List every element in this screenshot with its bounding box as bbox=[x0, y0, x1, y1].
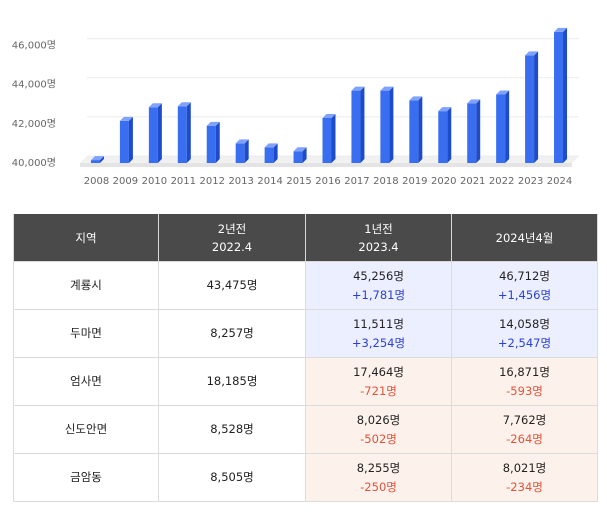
region-name: 계룡시 bbox=[13, 261, 159, 310]
bar-2017 bbox=[351, 86, 365, 163]
value-2023-cell: 8,255명 -250명 bbox=[305, 453, 452, 502]
value-2024-cell: 46,712명 +1,456명 bbox=[451, 261, 598, 310]
change-2023: -250명 bbox=[360, 479, 397, 494]
bar-2014 bbox=[264, 143, 278, 163]
x-tick-label: 2011 bbox=[171, 176, 196, 187]
x-tick-label: 2024 bbox=[547, 176, 572, 187]
value-2023-cell: 8,026명 -502명 bbox=[305, 405, 452, 454]
change-2024: +1,456명 bbox=[497, 287, 552, 302]
x-tick-label: 2022 bbox=[489, 176, 514, 187]
bar-2012 bbox=[206, 121, 220, 163]
x-tick-label: 2014 bbox=[257, 176, 282, 187]
value-2022: 8,528명 bbox=[158, 405, 306, 454]
y-tick-label: 42,000명 bbox=[12, 118, 56, 130]
x-tick-label: 2018 bbox=[373, 176, 398, 187]
bar-2016 bbox=[322, 114, 336, 163]
x-tick-label: 2017 bbox=[344, 176, 369, 187]
y-tick-label: 44,000명 bbox=[12, 79, 56, 91]
value-2023-cell: 11,511명 +3,254명 bbox=[305, 309, 452, 358]
bar-2024 bbox=[554, 27, 568, 164]
table-row: 계룡시 43,475명 45,256명 +1,781명 46,712명 +1,456… bbox=[13, 261, 598, 310]
bar-2021 bbox=[467, 99, 481, 163]
change-2024: -593명 bbox=[506, 383, 543, 398]
value-2024: 16,871명 bbox=[499, 364, 550, 379]
value-2022: 8,505명 bbox=[158, 453, 306, 502]
header-one-year-ago: 1년전 2023.4 bbox=[305, 214, 452, 262]
value-2024: 7,762명 bbox=[502, 412, 547, 427]
bar-2020 bbox=[438, 107, 452, 163]
value-2023: 8,255명 bbox=[356, 460, 401, 475]
value-2023-cell: 45,256명 +1,781명 bbox=[305, 261, 452, 310]
x-tick-label: 2015 bbox=[286, 176, 311, 187]
value-2023: 17,464명 bbox=[353, 364, 404, 379]
value-2024-cell: 16,871명 -593명 bbox=[451, 357, 598, 406]
value-2024: 8,021명 bbox=[502, 460, 547, 475]
region-name: 신도안면 bbox=[13, 405, 159, 454]
bar-2009 bbox=[119, 116, 133, 163]
bar-2011 bbox=[177, 102, 191, 163]
x-tick-label: 2010 bbox=[142, 176, 167, 187]
table-header-row: 지역 2년전 2022.4 1년전 2023.4 2024년4월 bbox=[13, 214, 598, 262]
bar-2019 bbox=[409, 96, 423, 163]
table-row: 두마면 8,257명 11,511명 +3,254명 14,058명 +2,547명 bbox=[13, 309, 598, 358]
change-2024: +2,547명 bbox=[497, 335, 552, 350]
header-two-years-ago: 2년전 2022.4 bbox=[158, 214, 306, 262]
x-tick-label: 2013 bbox=[228, 176, 253, 187]
population-table: 지역 2년전 2022.4 1년전 2023.4 2024년4월 계룡시 43,47… bbox=[13, 214, 598, 502]
x-tick-label: 2021 bbox=[460, 176, 485, 187]
bar-2013 bbox=[235, 139, 249, 163]
value-2022: 43,475명 bbox=[158, 261, 306, 310]
value-2024: 46,712명 bbox=[499, 268, 550, 283]
bar-2010 bbox=[148, 103, 162, 163]
value-2022: 8,257명 bbox=[158, 309, 306, 358]
header-region: 지역 bbox=[13, 214, 159, 262]
change-2024: -264명 bbox=[506, 431, 543, 446]
bar-2022 bbox=[496, 90, 510, 163]
value-2024: 14,058명 bbox=[499, 316, 550, 331]
y-tick-label: 40,000명 bbox=[12, 157, 56, 169]
region-name: 금암동 bbox=[13, 453, 159, 502]
table-row: 금암동 8,505명 8,255명 -250명 8,021명 -234명 bbox=[13, 453, 598, 502]
change-2023: -721명 bbox=[360, 383, 397, 398]
bar-2018 bbox=[380, 86, 394, 163]
y-tick-label: 46,000명 bbox=[12, 40, 56, 52]
change-2023: +3,254명 bbox=[351, 335, 406, 350]
region-name: 엄사면 bbox=[13, 357, 159, 406]
change-2024: -234명 bbox=[506, 479, 543, 494]
bar-2015 bbox=[293, 147, 307, 163]
change-2023: -502명 bbox=[360, 431, 397, 446]
table-row: 신도안면 8,528명 8,026명 -502명 7,762명 -264명 bbox=[13, 405, 598, 454]
x-tick-label: 2016 bbox=[315, 176, 340, 187]
header-current: 2024년4월 bbox=[451, 214, 598, 262]
bar-2023 bbox=[525, 51, 539, 163]
value-2024-cell: 8,021명 -234명 bbox=[451, 453, 598, 502]
x-tick-label: 2023 bbox=[518, 176, 543, 187]
chart-floor-edge bbox=[80, 163, 572, 167]
value-2024-cell: 7,762명 -264명 bbox=[451, 405, 598, 454]
x-tick-label: 2009 bbox=[113, 176, 138, 187]
x-tick-label: 2012 bbox=[200, 176, 225, 187]
value-2023-cell: 17,464명 -721명 bbox=[305, 357, 452, 406]
region-name: 두마면 bbox=[13, 309, 159, 358]
x-tick-label: 2019 bbox=[402, 176, 427, 187]
population-bar-chart: 40,000명 42,000명 44,000명 46,000명 2008 2009 2010… bbox=[12, 27, 579, 187]
value-2022: 18,185명 bbox=[158, 357, 306, 406]
value-2023: 11,511명 bbox=[353, 316, 404, 331]
value-2023: 8,026명 bbox=[356, 412, 401, 427]
table-row: 엄사면 18,185명 17,464명 -721명 16,871명 -593명 bbox=[13, 357, 598, 406]
change-2023: +1,781명 bbox=[351, 287, 406, 302]
value-2024-cell: 14,058명 +2,547명 bbox=[451, 309, 598, 358]
bar-2008 bbox=[90, 156, 104, 163]
value-2023: 45,256명 bbox=[353, 268, 404, 283]
x-tick-label: 2020 bbox=[431, 176, 456, 187]
x-tick-label: 2008 bbox=[84, 176, 109, 187]
